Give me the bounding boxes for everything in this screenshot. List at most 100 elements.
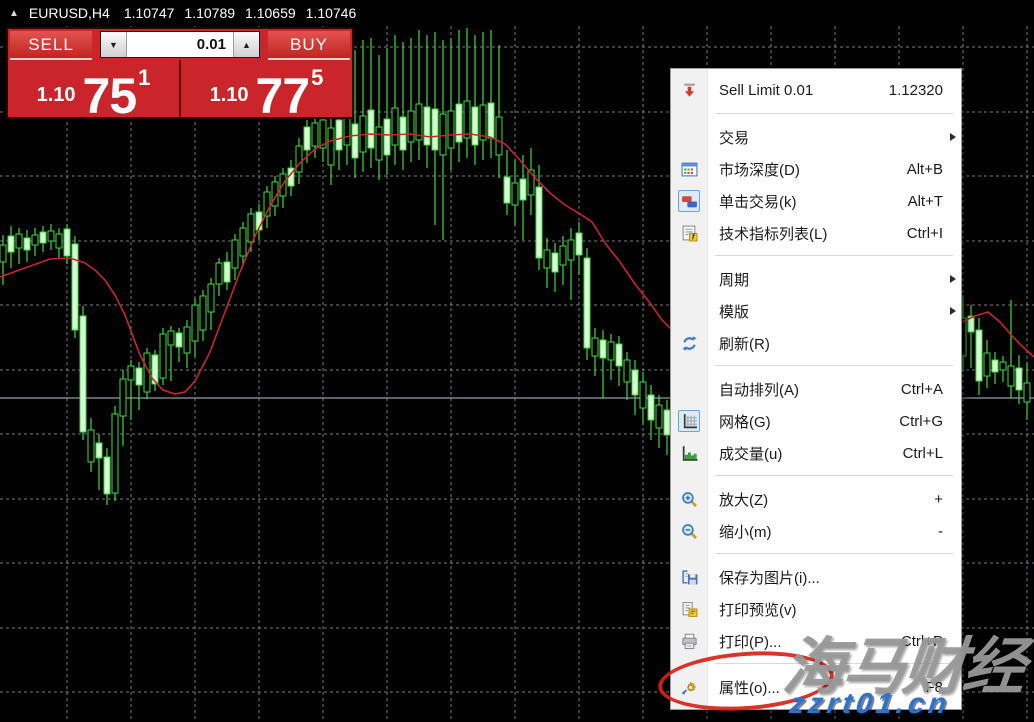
menu-item-template[interactable]: 模版: [671, 295, 961, 327]
submenu-arrow-icon: [950, 133, 956, 141]
menu-item-label: 打印(P)...: [719, 633, 782, 651]
menu-item-label: 技术指标列表(L): [719, 225, 828, 243]
menu-icon-cell: [671, 405, 707, 437]
menu-item-shortcut: Ctrl+A: [900, 380, 943, 398]
menu-icon-cell: [671, 185, 707, 217]
volume-value[interactable]: 0.01: [127, 32, 233, 57]
menu-item-grid[interactable]: 网格(G) Ctrl+G: [671, 405, 961, 437]
menu-item-shortcut: Alt+B: [906, 160, 943, 178]
sell-price-big: 75: [82, 68, 138, 124]
menu-item-market-depth[interactable]: 市场深度(D) Alt+B: [671, 153, 961, 185]
menu-item-sell-limit[interactable]: Sell Limit 0.01 1.12320: [671, 74, 961, 107]
menu-item-shortcut: F8: [925, 678, 943, 696]
menu-item-shortcut: -: [938, 522, 943, 540]
indicators-icon: f: [678, 222, 700, 244]
print-preview-icon: [678, 598, 700, 620]
menu-item-label: 保存为图片(i)...: [719, 569, 820, 587]
menu-item-label: 缩小(m): [719, 523, 772, 541]
menu-item-label: 自动排列(A): [719, 381, 799, 399]
menu-separator: [715, 255, 953, 256]
menu-item-trade[interactable]: 交易: [671, 121, 961, 153]
buy-price-panel[interactable]: 1.10 77 5: [181, 60, 352, 121]
zoom-out-icon: [678, 520, 700, 542]
market-depth-icon: [678, 158, 700, 180]
menu-icon-cell: [671, 593, 707, 625]
menu-icon-cell: [671, 373, 707, 405]
sell-limit-icon: [678, 80, 700, 102]
menu-item-label: 交易: [719, 129, 750, 147]
trade-panel-prices: 1.10 75 1 1.10 77 5: [8, 60, 352, 124]
menu-icon-cell: [671, 483, 707, 515]
menu-item-shortcut: Alt+T: [907, 192, 943, 210]
watermark-url: zzrt01.cn: [787, 688, 953, 720]
symbol-period-label: EURUSD,H4: [28, 5, 110, 21]
grid-lines: [0, 26, 1034, 722]
menu-icon-cell: [671, 153, 707, 185]
sell-price-pip: 1: [138, 65, 151, 90]
volume-icon: [678, 442, 700, 464]
menu-item-shortcut: Ctrl+G: [899, 412, 943, 430]
one-click-trade-panel: SELL ▼ 0.01 ▲ BUY 1.10 75 1 1.10 77 5: [6, 27, 354, 124]
menu-item-label: Sell Limit 0.01: [719, 82, 814, 99]
quote-bar: ▲ EURUSD,H4 1.10747 1.10789 1.10659 1.10…: [0, 0, 1034, 26]
menu-separator: [715, 553, 953, 554]
menu-item-save-as-picture[interactable]: 保存为图片(i)...: [671, 561, 961, 593]
quote-open: 1.10747: [123, 5, 175, 21]
menu-item-label: 刷新(R): [719, 335, 770, 353]
menu-item-label: 属性(o)...: [719, 679, 780, 697]
print-icon: [678, 630, 700, 652]
refresh-icon: [678, 332, 700, 354]
menu-separator: [715, 113, 953, 114]
sell-price-small: 1.10: [36, 84, 76, 106]
sell-button[interactable]: SELL: [10, 31, 92, 60]
quote-low: 1.10659: [245, 5, 296, 21]
volume-increase-button[interactable]: ▲: [233, 32, 259, 57]
menu-item-shortcut: Ctrl+P: [900, 632, 943, 650]
collapse-triangle-icon[interactable]: ▲: [9, 7, 19, 19]
candles-layer: [0, 28, 1031, 505]
submenu-arrow-icon: [950, 307, 956, 315]
one-click-icon: [678, 190, 700, 212]
menu-item-volumes[interactable]: 成交量(u) Ctrl+L: [671, 437, 961, 469]
menu-item-label: 成交量(u): [719, 445, 783, 463]
menu-item-auto-arrange[interactable]: 自动排列(A) Ctrl+A: [671, 373, 961, 405]
menu-item-label: 单击交易(k): [719, 193, 797, 211]
menu-item-label: 打印预览(v): [719, 601, 797, 619]
menu-icon-cell: [671, 515, 707, 547]
save-picture-icon: [678, 566, 700, 588]
menu-item-shortcut: Ctrl+I: [906, 224, 943, 242]
menu-separator: [715, 365, 953, 366]
buy-price-small: 1.10: [209, 84, 249, 106]
menu-item-properties[interactable]: 属性(o)... F8: [671, 671, 961, 703]
menu-item-zoom-in[interactable]: 放大(Z) +: [671, 483, 961, 515]
properties-icon: [678, 676, 700, 698]
menu-item-one-click-trading[interactable]: 单击交易(k) Alt+T: [671, 185, 961, 217]
menu-icon-cell: [671, 625, 707, 657]
menu-icon-cell: [671, 671, 707, 703]
menu-icon-cell: [671, 327, 707, 359]
menu-item-refresh[interactable]: 刷新(R): [671, 327, 961, 359]
menu-icon-cell: [671, 74, 707, 107]
menu-separator: [715, 663, 953, 664]
svg-text:f: f: [691, 232, 695, 241]
menu-arrow-cell: [945, 133, 961, 141]
menu-item-period[interactable]: 周期: [671, 263, 961, 295]
menu-item-zoom-out[interactable]: 缩小(m) -: [671, 515, 961, 547]
sell-price-panel[interactable]: 1.10 75 1: [8, 60, 181, 124]
menu-item-label: 周期: [719, 271, 750, 289]
quote-close: 1.10746: [305, 5, 357, 21]
quote-high: 1.10789: [184, 5, 236, 21]
menu-arrow-cell: [945, 275, 961, 283]
menu-item-label: 网格(G): [719, 413, 771, 431]
menu-separator: [715, 475, 953, 476]
menu-icon-cell: [671, 561, 707, 593]
menu-item-indicator-list[interactable]: f 技术指标列表(L) Ctrl+I: [671, 217, 961, 249]
buy-button[interactable]: BUY: [268, 31, 350, 60]
menu-icon-cell: [671, 437, 707, 469]
menu-item-print[interactable]: 打印(P)... Ctrl+P: [671, 625, 961, 657]
volume-decrease-button[interactable]: ▼: [101, 32, 127, 57]
menu-item-print-preview[interactable]: 打印预览(v): [671, 593, 961, 625]
menu-icon-cell: [671, 295, 707, 327]
